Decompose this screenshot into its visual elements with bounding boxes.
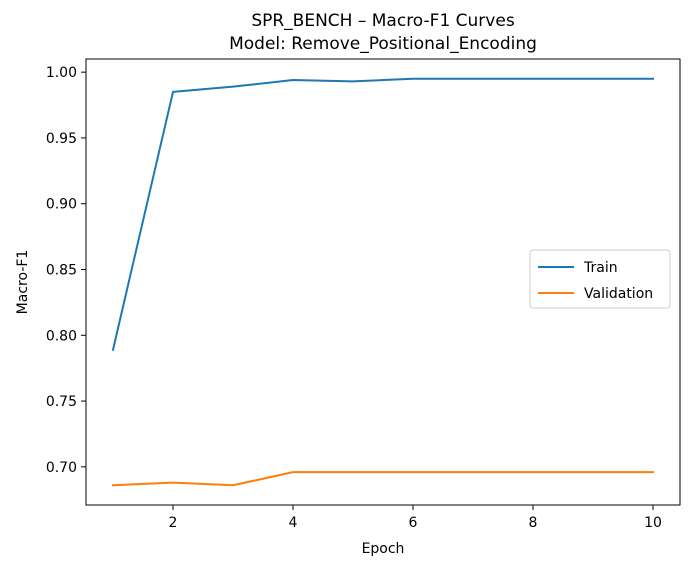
x-tick-label: 4 bbox=[289, 515, 298, 531]
y-tick-label: 0.75 bbox=[46, 394, 77, 410]
x-axis: 2 4 6 8 10 bbox=[169, 505, 662, 531]
series-line-validation bbox=[111, 471, 654, 487]
y-tick-label: 0.70 bbox=[46, 460, 77, 476]
legend: Train Validation bbox=[529, 249, 671, 309]
x-axis-label: Epoch bbox=[362, 541, 405, 557]
chart-subtitle: Model: Remove_Positional_Encoding bbox=[229, 34, 537, 54]
y-axis-label: Macro-F1 bbox=[15, 250, 31, 315]
series-line-train bbox=[111, 77, 654, 351]
y-tick-label: 0.85 bbox=[46, 263, 77, 279]
y-tick-label: 0.90 bbox=[46, 197, 77, 213]
x-tick-label: 2 bbox=[169, 515, 178, 531]
y-axis: 0.70 0.75 0.80 0.85 0.90 0.95 1.00 bbox=[46, 65, 86, 476]
y-tick-label: 0.95 bbox=[46, 131, 77, 147]
x-tick-label: 6 bbox=[409, 515, 418, 531]
y-tick-label: 1.00 bbox=[46, 65, 77, 81]
plot-frame bbox=[85, 58, 681, 506]
x-tick-label: 10 bbox=[644, 515, 662, 531]
x-tick-label: 8 bbox=[529, 515, 538, 531]
legend-label-train: Train bbox=[583, 260, 618, 276]
chart-title: SPR_BENCH – Macro-F1 Curves bbox=[251, 11, 514, 31]
y-tick-label: 0.80 bbox=[46, 328, 77, 344]
legend-label-validation: Validation bbox=[584, 286, 653, 302]
plot-area bbox=[85, 58, 681, 506]
